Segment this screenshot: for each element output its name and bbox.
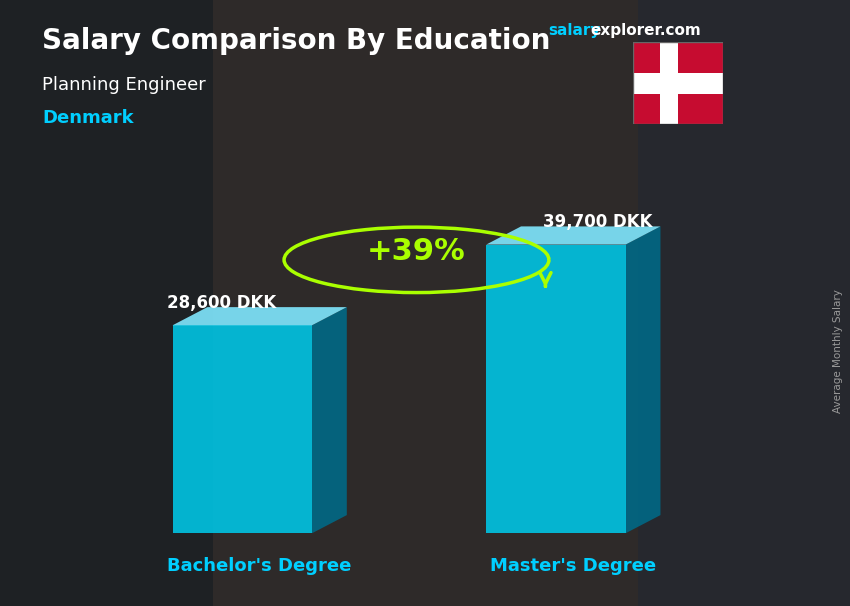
Polygon shape [486, 227, 660, 245]
Text: 39,700 DKK: 39,700 DKK [543, 213, 653, 231]
Text: Average Monthly Salary: Average Monthly Salary [833, 290, 843, 413]
Bar [638, 0, 850, 606]
Polygon shape [486, 245, 626, 533]
Text: +39%: +39% [367, 236, 466, 265]
Bar [212, 0, 638, 606]
Polygon shape [173, 325, 312, 533]
Text: Denmark: Denmark [42, 109, 134, 127]
Text: Master's Degree: Master's Degree [490, 556, 656, 574]
Text: 28,600 DKK: 28,600 DKK [167, 294, 276, 312]
Bar [0, 0, 212, 606]
Text: Bachelor's Degree: Bachelor's Degree [167, 556, 352, 574]
Polygon shape [173, 307, 347, 325]
Text: explorer.com: explorer.com [591, 23, 701, 38]
Bar [633, 73, 722, 94]
Text: Planning Engineer: Planning Engineer [42, 76, 207, 94]
Text: salary: salary [548, 23, 601, 38]
Polygon shape [312, 307, 347, 533]
Text: Salary Comparison By Education: Salary Comparison By Education [42, 27, 551, 55]
Bar [660, 42, 677, 124]
Polygon shape [626, 227, 660, 533]
